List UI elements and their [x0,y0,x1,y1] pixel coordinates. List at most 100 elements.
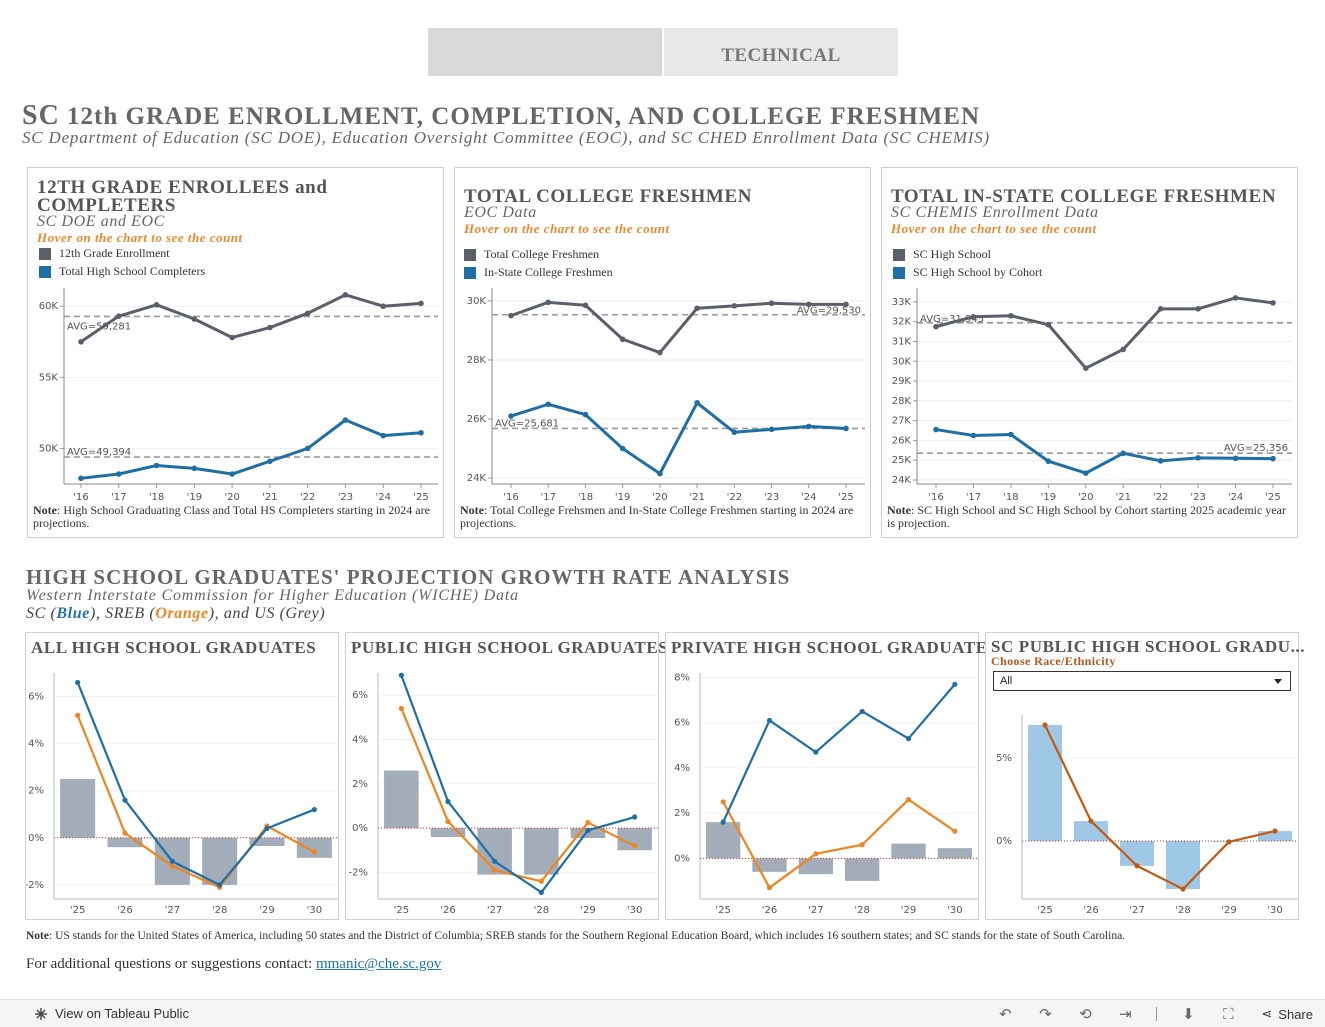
y-tick-label: 2% [352,779,368,790]
panel-note: Note: SC High School and SC High School … [887,504,1295,530]
data-point [859,842,865,848]
x-tick-label: '16 [73,492,88,503]
data-point [78,475,84,482]
y-tick-label: 4% [352,734,368,745]
page-subtitle: SC Department of Education (SC DOE), Edu… [22,128,990,147]
x-tick-label: '27 [808,905,823,916]
data-point [1180,886,1186,892]
y-tick-label: 6% [674,718,690,729]
race-ethnicity-select[interactable]: All [993,671,1291,691]
x-tick-label: '29 [259,905,274,916]
legend-text: ), and US (Grey) [208,605,326,622]
y-tick-label: 55K [39,372,59,383]
data-point [720,799,726,805]
y-tick-label: 26K [892,435,912,446]
data-point [731,429,738,436]
data-point [115,471,122,477]
data-point [1008,312,1014,319]
data-point [1226,839,1232,845]
data-point [78,338,84,345]
data-point [229,334,235,341]
panel-sc-public-race: SC PUBLIC HIGH SCHOOL GRADU... Choose Ra… [985,632,1305,920]
data-point [1270,455,1276,462]
legend-total-freshmen[interactable]: Total College Freshmen [464,247,599,262]
bar [570,828,606,839]
chart-sc-public-race[interactable]: 0% 5% '25 '26 '27 '28 '29 '30 [986,699,1300,919]
data-point [191,316,198,322]
tab-technical[interactable]: TECHNICAL [664,28,898,76]
download-icon[interactable]: ⬇ [1182,1006,1195,1023]
x-tick-label: '26 [1083,905,1098,916]
legend-completers[interactable]: Total High School Completers [39,264,205,279]
data-point [843,301,849,308]
data-point [933,426,939,433]
legend-label: 12th Grade Enrollment [59,246,170,260]
view-label: View on Tableau Public [55,1006,189,1021]
y-tick-label: 27K [892,416,912,427]
x-tick-label: '28 [212,905,227,916]
contact-email-link[interactable]: mmanic@che.sc.gov [315,956,442,972]
chart-public-graduates[interactable]: -2% 0% 2% 4% 6% '25 '26 '27 '28 '29 '30 [346,659,660,919]
x-tick-label: '30 [307,905,322,916]
redo-icon[interactable]: ↷ [1039,1006,1052,1023]
x-tick-label: '16 [928,492,943,503]
bar [249,837,285,847]
data-point [813,851,819,857]
legend-enrollment[interactable]: 12th Grade Enrollment [39,246,170,261]
toolbar-icons: ↶ ↷ ⟲ ⇥ ⬇ ⛶ ⋖ Share [974,1005,1313,1024]
data-point [342,292,349,298]
data-point [153,462,160,469]
chart-instate-freshmen[interactable]: 24K 25K 26K 27K 28K 29K 30K 31K 32K 33K '16 '17 '18 '… [882,280,1299,505]
x-tick-label: '20 [1078,492,1093,503]
y-tick-label: 30K [892,356,912,367]
y-tick-label: 6% [28,692,44,703]
data-point [75,712,81,718]
series-line-1 [510,401,847,476]
page-title-prefix: SC [22,100,60,131]
x-tick-label: '21 [262,492,277,503]
x-tick-label: '24 [801,492,816,503]
bar [296,837,332,858]
legend-sc-cohort[interactable]: SC High School by Cohort [893,265,1042,280]
legend-sc-high-school[interactable]: SC High School [893,247,991,262]
contact-text: For additional questions or suggestions … [26,956,313,972]
x-tick-label: '18 [149,492,164,503]
dashboard-tabs: TECHNICAL [428,28,898,76]
panel-subtitle: SC DOE and EOC [37,213,165,230]
y-tick-label: 32K [892,317,912,328]
legend-instate-freshmen[interactable]: In-State College Freshmen [464,265,613,280]
x-tick-label: '25 [394,905,409,916]
data-point [1195,306,1201,312]
legend-swatch-blue [464,266,476,279]
legend-blue-text: Blue [56,605,90,622]
data-point [805,301,812,308]
data-point [492,858,498,864]
y-tick-label: 4% [28,739,44,750]
bar [1257,831,1293,841]
data-point [1157,306,1164,312]
panel-subtitle: EOC Data [464,204,537,221]
data-point [1195,455,1201,461]
note-text: : US stands for the United States of Ame… [49,930,1126,942]
legend-swatch-grey [464,248,476,261]
y-tick-label: 33K [892,297,912,308]
chart-12th-grade[interactable]: 50K 55K 60K '16 '17 '18 '19 '20 '21 '22 '23 '24 '25 A… [28,280,445,505]
bar [891,843,926,859]
chart-college-freshmen[interactable]: 24K 26K 28K 30K '16 '17 '18 '19 '20 '21 '22 '23 '24 '… [455,280,872,505]
series-line-sreb [76,714,315,889]
tab-overview[interactable] [428,28,662,76]
fullscreen-icon[interactable]: ⛶ [1223,1005,1234,1023]
data-point [418,430,424,436]
data-point [768,426,775,433]
chart-private-graduates[interactable]: 0% 2% 4% 6% 8% '25 '26 '27 '28 '29 '30 [666,659,980,919]
view-on-tableau-link[interactable]: View on Tableau Public [34,1006,189,1021]
chart-all-graduates[interactable]: -2% 0% 2% 4% 6% '25 '26 '27 '28 '29 '30 [26,659,340,919]
y-tick-label: -2% [26,880,44,891]
undo-icon[interactable]: ↶ [999,1006,1012,1023]
bar [1165,840,1201,890]
share-button[interactable]: ⋖ Share [1261,1006,1313,1022]
revert-icon[interactable]: ⟲ [1079,1006,1092,1023]
y-tick-label: 29K [892,376,912,387]
data-point [191,465,198,472]
refresh-icon[interactable]: ⇥ [1119,1006,1132,1023]
